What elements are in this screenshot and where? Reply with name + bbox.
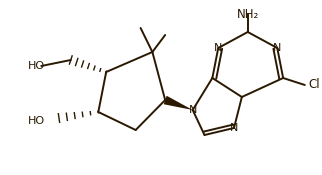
Text: N: N xyxy=(188,105,197,115)
Text: N: N xyxy=(214,43,223,53)
Text: NH₂: NH₂ xyxy=(237,8,259,21)
Text: N: N xyxy=(230,123,238,133)
Text: Cl: Cl xyxy=(309,79,320,92)
Text: N: N xyxy=(273,43,281,53)
Polygon shape xyxy=(164,96,193,110)
Text: HO: HO xyxy=(27,116,45,126)
Text: HO: HO xyxy=(27,61,45,71)
